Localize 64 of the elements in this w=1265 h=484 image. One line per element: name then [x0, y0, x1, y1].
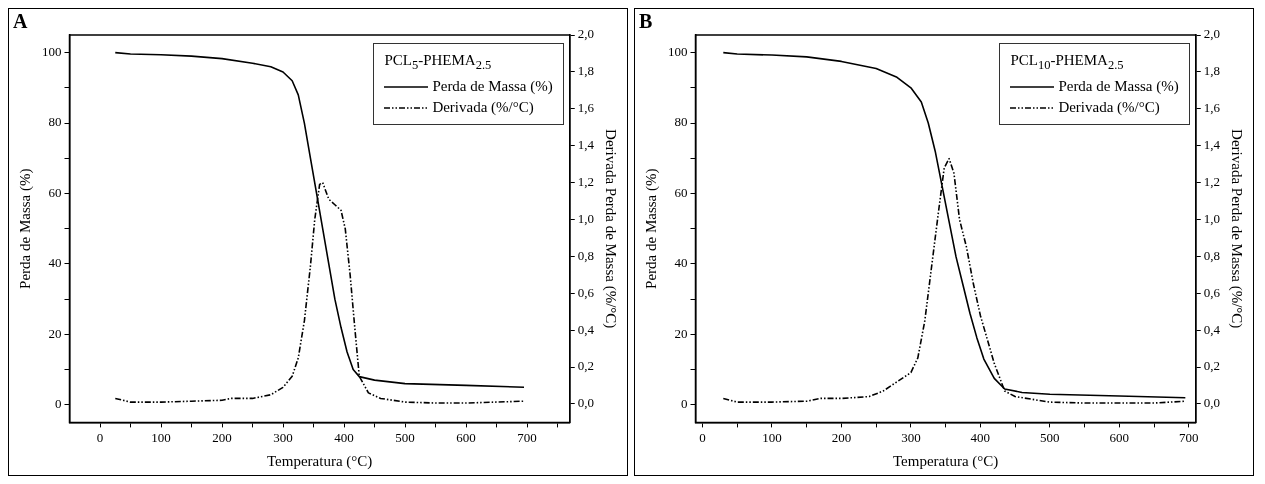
y2-tick-label: 1,0	[577, 210, 594, 226]
y2-tick-label: 2,0	[1203, 26, 1220, 42]
x-tick-label: 100	[151, 429, 171, 445]
y2-tick-label: 1,6	[1203, 100, 1221, 116]
y-tick-label: 20	[674, 325, 688, 341]
x-tick-label: 300	[273, 429, 293, 445]
y2-tick-label: 1,0	[1203, 210, 1220, 226]
y2-tick-label: 2,0	[577, 26, 594, 42]
x-tick-label: 400	[970, 429, 991, 445]
y2-tick-label: 0,2	[1203, 358, 1220, 374]
y2-axis-title: Derivada Perda de Massa (%/°C)	[602, 129, 620, 329]
legend-label: Perda de Massa (%)	[432, 77, 553, 96]
y-tick-label: 60	[674, 184, 688, 200]
y2-tick-label: 1,8	[1203, 63, 1220, 79]
legend-label: Derivada (%/°C)	[432, 98, 534, 117]
y2-tick-label: 1,2	[1203, 174, 1220, 189]
y-axis-title: Perda de Massa (%)	[16, 168, 34, 289]
legend-label: Derivada (%/°C)	[1058, 98, 1160, 117]
x-tick-label: 400	[334, 429, 354, 445]
x-tick-label: 300	[901, 429, 921, 445]
y2-tick-label: 1,4	[577, 137, 595, 153]
x-tick-label: 600	[1109, 429, 1130, 445]
y-tick-label: 80	[674, 114, 688, 130]
chart-title: B	[639, 10, 653, 33]
y2-tick-label: 0,0	[577, 395, 594, 411]
y-tick-label: 40	[48, 255, 62, 271]
x-tick-label: 100	[762, 429, 782, 445]
y-tick-label: 20	[48, 325, 62, 341]
y2-tick-label: 0,8	[577, 247, 594, 263]
y2-tick-label: 0,4	[577, 321, 595, 337]
y2-axis-title: Derivada Perda de Massa (%/°C)	[1228, 129, 1246, 329]
y2-tick-label: 0,6	[577, 284, 595, 300]
y2-tick-label: 1,2	[577, 174, 594, 189]
x-tick-label: 0	[699, 429, 706, 445]
y-tick-label: 0	[55, 396, 62, 412]
chart-title: A	[13, 10, 28, 33]
x-tick-label: 700	[1179, 429, 1199, 445]
y2-tick-label: 0,0	[1203, 395, 1220, 411]
y2-tick-label: 0,2	[577, 358, 594, 374]
y-tick-label: 80	[48, 114, 62, 130]
legend-title: PCL$_{10}$-PHEMA$_{2.5}$	[1010, 51, 1125, 74]
y2-tick-label: 1,4	[1203, 137, 1221, 153]
y2-tick-label: 1,6	[577, 100, 595, 116]
x-tick-label: 0	[96, 429, 104, 445]
y2-tick-label: 0,8	[1203, 247, 1220, 263]
x-tick-label: 200	[212, 429, 232, 445]
y-tick-label: 60	[48, 184, 62, 200]
x-tick-label: 600	[456, 429, 476, 445]
x-tick-label: 200	[831, 429, 852, 445]
y-tick-label: 100	[42, 44, 62, 60]
legend-title: PCL$_{5}$-PHEMA$_{2.5}$	[384, 51, 493, 74]
y2-tick-label: 0,4	[1203, 321, 1221, 337]
x-axis-title: Temperatura (°C)	[892, 452, 999, 470]
y2-tick-label: 1,8	[577, 63, 594, 79]
x-tick-label: 500	[395, 429, 415, 445]
x-tick-label: 500	[1040, 429, 1060, 445]
y-tick-label: 0	[681, 396, 688, 412]
y-tick-label: 40	[674, 255, 688, 271]
y-axis-title: Perda de Massa (%)	[642, 168, 660, 289]
y2-tick-label: 0,6	[1203, 284, 1221, 300]
y-tick-label: 100	[668, 44, 688, 60]
x-tick-label: 700	[517, 429, 537, 445]
legend-label: Perda de Massa (%)	[1058, 77, 1179, 96]
x-axis-title: Temperatura (°C)	[266, 452, 373, 470]
